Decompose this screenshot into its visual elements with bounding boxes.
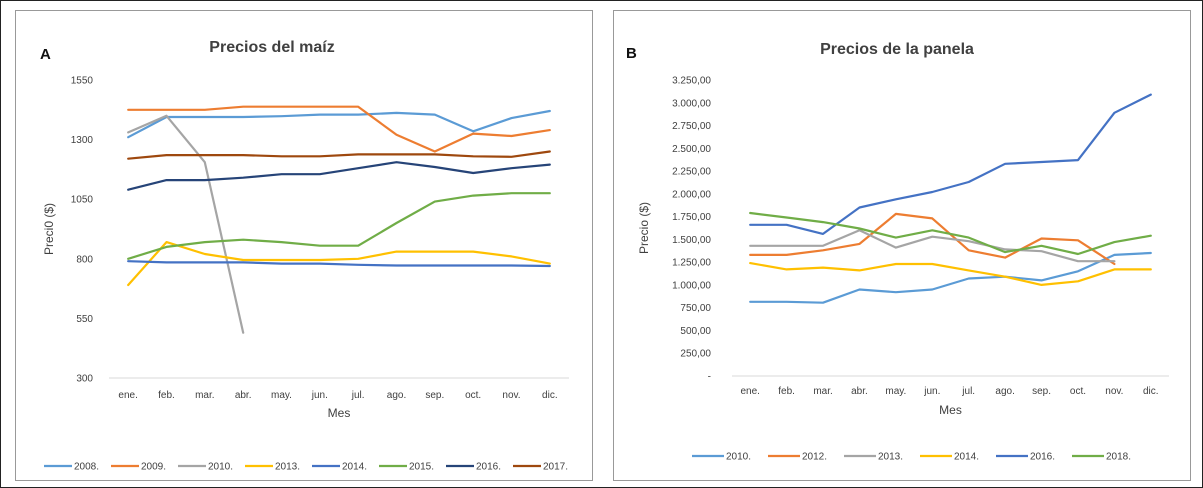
x-tick-label: dic.: [542, 390, 558, 401]
x-axis-title: Mes: [939, 403, 962, 417]
legend-entry: 2017.: [543, 462, 568, 473]
series-line-2013: [749, 229, 1116, 263]
series-line-2016: [749, 93, 1152, 235]
y-tick-label: 300: [76, 374, 93, 385]
series-line-2014: [749, 262, 1152, 286]
y-tick-label: -: [708, 372, 711, 383]
y-tick-label: 1.750,00: [672, 212, 711, 223]
x-tick-label: ago.: [387, 390, 406, 401]
x-tick-label: jul.: [961, 386, 975, 397]
y-tick-label: 2.750,00: [672, 121, 711, 132]
x-tick-label: mar.: [813, 386, 832, 397]
legend-entry: 2012.: [802, 452, 827, 463]
x-tick-label: sep.: [425, 390, 444, 401]
y-tick-label: 1.000,00: [672, 280, 711, 291]
x-tick-label: oct.: [1070, 386, 1086, 397]
x-tick-label: mar.: [195, 390, 214, 401]
series-line-2008: [127, 109, 551, 139]
legend-entry: 2010.: [726, 452, 751, 463]
series-line-2010: [127, 114, 245, 334]
legend-entry: 2014.: [342, 462, 367, 473]
y-tick-label: 250,00: [680, 349, 711, 360]
maize-price-chart: A Precios del maíz 300 550 800 1050 1300 1550 en…: [40, 39, 569, 473]
legend-entry: 2010.: [208, 462, 233, 473]
chart-title: Precios del maíz: [209, 39, 334, 56]
x-tick-label: abr.: [235, 390, 252, 401]
y-tick-label: 3.000,00: [672, 98, 711, 109]
panel-label: A: [40, 46, 51, 63]
legend-entry: 2009.: [141, 462, 166, 473]
y-tick-label: 500,00: [680, 326, 711, 337]
x-axis-title: Mes: [328, 406, 351, 420]
x-tick-label: oct.: [465, 390, 481, 401]
legend-entry: 2008.: [74, 462, 99, 473]
x-tick-label: jul.: [351, 390, 365, 401]
y-tick-label: 1550: [71, 76, 94, 87]
y-tick-label: 800: [76, 254, 93, 265]
series-line-2010: [749, 251, 1152, 304]
series-line-2018: [749, 211, 1152, 256]
legend-entry: 2014.: [954, 452, 979, 463]
y-tick-label: 3.250,00: [672, 76, 711, 87]
legend-entry: 2016.: [1030, 452, 1055, 463]
x-tick-label: ago.: [995, 386, 1014, 397]
legend-entry: 2013.: [275, 462, 300, 473]
y-tick-label: 1.250,00: [672, 258, 711, 269]
x-tick-label: ene.: [118, 390, 137, 401]
x-tick-label: feb.: [158, 390, 175, 401]
y-axis-title: Preci0 ($): [42, 203, 56, 255]
legend-entry: 2018.: [1106, 452, 1131, 463]
legend-entry: 2013.: [878, 452, 903, 463]
y-tick-label: 1050: [71, 195, 94, 206]
y-tick-label: 2.250,00: [672, 167, 711, 178]
x-tick-label: feb.: [778, 386, 795, 397]
series-line-2017: [127, 150, 551, 160]
x-tick-label: ene.: [740, 386, 759, 397]
x-tick-label: sep.: [1032, 386, 1051, 397]
series-line-2015: [127, 192, 551, 260]
y-tick-label: 750,00: [680, 303, 711, 314]
panel-a: A Precios del maíz 300 550 800 1050 1300 1550 en…: [15, 10, 593, 481]
x-tick-label: abr.: [851, 386, 868, 397]
series-line-2009: [127, 105, 551, 153]
series-line-2013: [127, 241, 551, 287]
legend-entry: 2016.: [476, 462, 501, 473]
y-tick-label: 2.500,00: [672, 144, 711, 155]
x-tick-label: jun.: [311, 390, 328, 401]
x-tick-label: jun.: [923, 386, 940, 397]
series-line-2012: [749, 212, 1116, 266]
panel-b: B Precios de la panela - 250,00 500,00 750,00…: [613, 10, 1191, 481]
x-tick-label: dic.: [1143, 386, 1159, 397]
panel-label: B: [626, 45, 637, 62]
x-tick-label: may.: [885, 386, 906, 397]
y-tick-label: 1.500,00: [672, 235, 711, 246]
x-tick-label: nov.: [1105, 386, 1123, 397]
panela-price-chart: B Precios de la panela - 250,00 500,00 750,00…: [626, 41, 1169, 463]
y-tick-label: 1300: [71, 135, 94, 146]
x-tick-label: nov.: [502, 390, 520, 401]
y-axis-title: Precio ($): [637, 202, 651, 254]
chart-title: Precios de la panela: [820, 41, 974, 58]
series-line-2014: [127, 260, 551, 268]
y-tick-label: 550: [76, 314, 93, 325]
series-line-2016: [127, 161, 551, 191]
x-tick-label: may.: [271, 390, 292, 401]
y-tick-label: 2.000,00: [672, 189, 711, 200]
legend-entry: 2015.: [409, 462, 434, 473]
